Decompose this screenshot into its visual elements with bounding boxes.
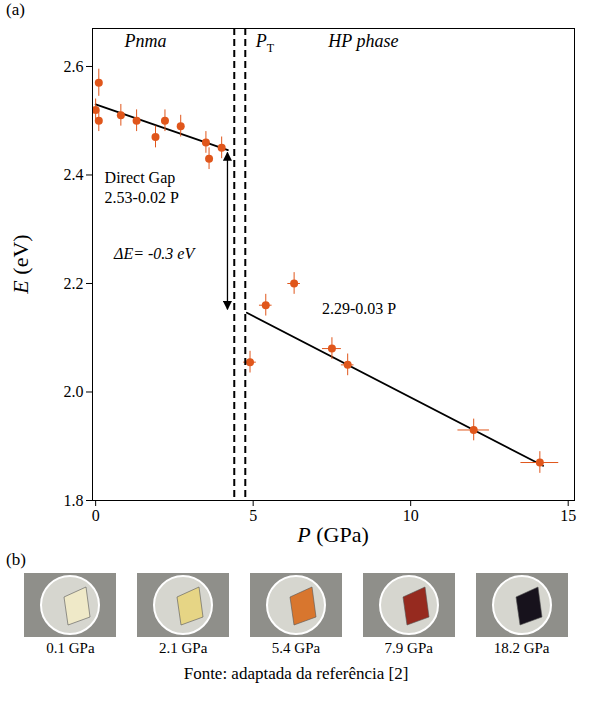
svg-text:Pnma: Pnma <box>124 31 167 51</box>
html-text:5.4 GPa: 5.4 GPa <box>271 640 321 656</box>
svg-text:10: 10 <box>403 507 419 524</box>
html-text:Fonte: adaptada da referência: Fonte: adaptada da referência [2] <box>183 664 409 683</box>
svg-text:PT: PT <box>255 31 275 55</box>
svg-text:ΔE= -0.3 eV: ΔE= -0.3 eV <box>113 245 196 262</box>
svg-text:2.0: 2.0 <box>64 383 84 400</box>
svg-text:P (GPa): P (GPa) <box>296 522 369 547</box>
svg-text:2.6: 2.6 <box>64 58 84 75</box>
html-text:18.2 GPa: 18.2 GPa <box>493 640 550 656</box>
svg-text:2.53-0.02 P: 2.53-0.02 P <box>105 189 179 206</box>
svg-text:Direct Gap: Direct Gap <box>105 169 176 187</box>
svg-text:2.4: 2.4 <box>64 166 84 183</box>
svg-text:5: 5 <box>249 507 257 524</box>
html-text:0.1 GPa: 0.1 GPa <box>46 640 95 656</box>
svg-text:HP phase: HP phase <box>327 31 398 51</box>
html-text:2.1 GPa: 2.1 GPa <box>159 640 208 656</box>
svg-text:2.29-0.03 P: 2.29-0.03 P <box>322 300 396 317</box>
html-text:(b): (b) <box>6 550 26 569</box>
svg-text:E (eV): E (eV) <box>8 234 33 294</box>
svg-text:15: 15 <box>560 507 576 524</box>
svg-text:2.2: 2.2 <box>64 275 84 292</box>
svg-text:1.8: 1.8 <box>64 492 84 509</box>
html-text:7.9 GPa: 7.9 GPa <box>384 640 433 656</box>
html-text:(a): (a) <box>6 0 25 19</box>
svg-text:0: 0 <box>92 507 100 524</box>
